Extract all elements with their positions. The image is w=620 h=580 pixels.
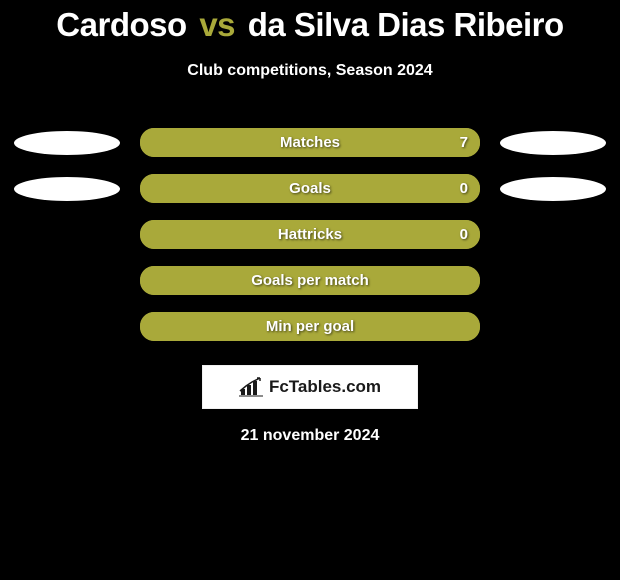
stat-row: Min per goal	[0, 312, 620, 341]
stat-value: 7	[460, 128, 468, 157]
stat-left-marker	[14, 269, 120, 293]
page-title: Cardoso vs da Silva Dias Ribeiro	[0, 6, 620, 44]
stat-bar: Matches7	[140, 128, 480, 157]
player1-name: Cardoso	[56, 6, 186, 43]
stat-row: Hattricks0	[0, 220, 620, 249]
stat-value: 0	[460, 174, 468, 203]
stat-label: Goals per match	[140, 266, 480, 295]
stat-right-marker	[500, 131, 606, 155]
stat-label: Goals	[140, 174, 480, 203]
stat-left-marker	[14, 315, 120, 339]
stat-label: Hattricks	[140, 220, 480, 249]
date-label: 21 november 2024	[0, 427, 620, 445]
vs-label: vs	[199, 6, 235, 43]
stats-list: Matches7Goals0Hattricks0Goals per matchM…	[0, 128, 620, 341]
comparison-card: Cardoso vs da Silva Dias Ribeiro Club co…	[0, 0, 620, 445]
stat-right-marker	[500, 315, 606, 339]
stat-label: Min per goal	[140, 312, 480, 341]
stat-bar: Goals per match	[140, 266, 480, 295]
stat-bar: Goals0	[140, 174, 480, 203]
stat-row: Goals0	[0, 174, 620, 203]
subtitle: Club competitions, Season 2024	[0, 62, 620, 80]
stat-right-marker	[500, 177, 606, 201]
stat-bar: Hattricks0	[140, 220, 480, 249]
stat-left-marker	[14, 223, 120, 247]
stat-bar: Min per goal	[140, 312, 480, 341]
stat-right-marker	[500, 269, 606, 293]
stat-row: Matches7	[0, 128, 620, 157]
stat-left-marker	[14, 131, 120, 155]
brand-text: FcTables.com	[269, 377, 381, 397]
stat-value: 0	[460, 220, 468, 249]
stat-left-marker	[14, 177, 120, 201]
brand-badge: FcTables.com	[202, 365, 418, 409]
stat-label: Matches	[140, 128, 480, 157]
stat-row: Goals per match	[0, 266, 620, 295]
player2-name: da Silva Dias Ribeiro	[248, 6, 564, 43]
stat-right-marker	[500, 223, 606, 247]
brand-chart-icon	[239, 377, 263, 397]
